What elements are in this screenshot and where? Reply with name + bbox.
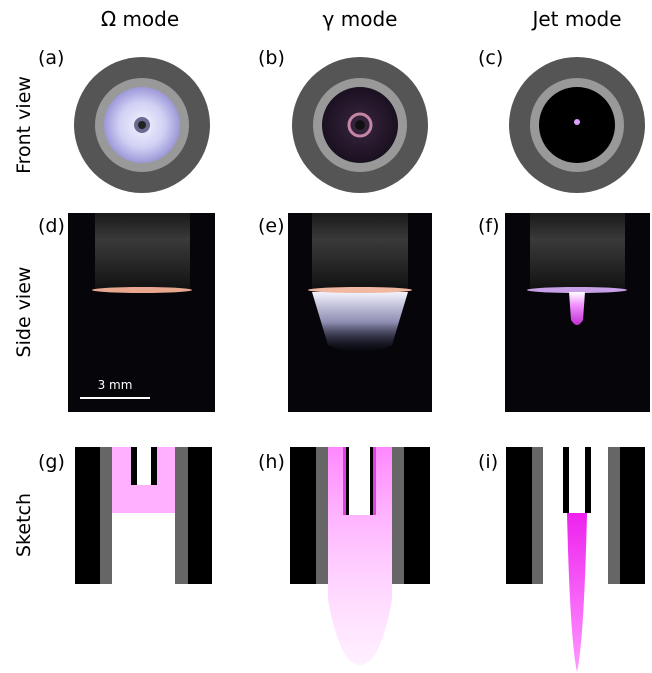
front-view	[74, 57, 210, 193]
scale-bar-label: 3 mm	[98, 378, 133, 392]
panel-label: (i)	[478, 451, 498, 473]
front-view	[292, 57, 428, 193]
sketch	[75, 447, 212, 584]
sketch	[506, 447, 645, 672]
panel-label: (h)	[258, 451, 285, 473]
panel-label: (d)	[38, 215, 65, 237]
row-label: Front view	[13, 76, 35, 174]
side-view: 3 mm	[68, 213, 215, 412]
side-view	[288, 213, 432, 412]
row-label: Sketch	[13, 493, 35, 557]
column-header: γ mode	[323, 7, 398, 31]
panel-label: (g)	[38, 451, 65, 473]
panel-label: (a)	[38, 47, 64, 69]
sketch	[290, 447, 430, 665]
panel-label: (c)	[478, 47, 503, 69]
row-label: Side view	[13, 267, 35, 358]
side-view	[505, 213, 650, 412]
column-header: Jet mode	[530, 7, 621, 31]
panel-label: (e)	[258, 215, 285, 237]
column-header: Ω mode	[101, 7, 179, 31]
front-view	[509, 57, 645, 193]
figure: Ω mode γ mode Jet mode Front view Side v…	[0, 0, 652, 673]
panel-label: (b)	[258, 47, 285, 69]
panel-label: (f)	[478, 215, 500, 237]
